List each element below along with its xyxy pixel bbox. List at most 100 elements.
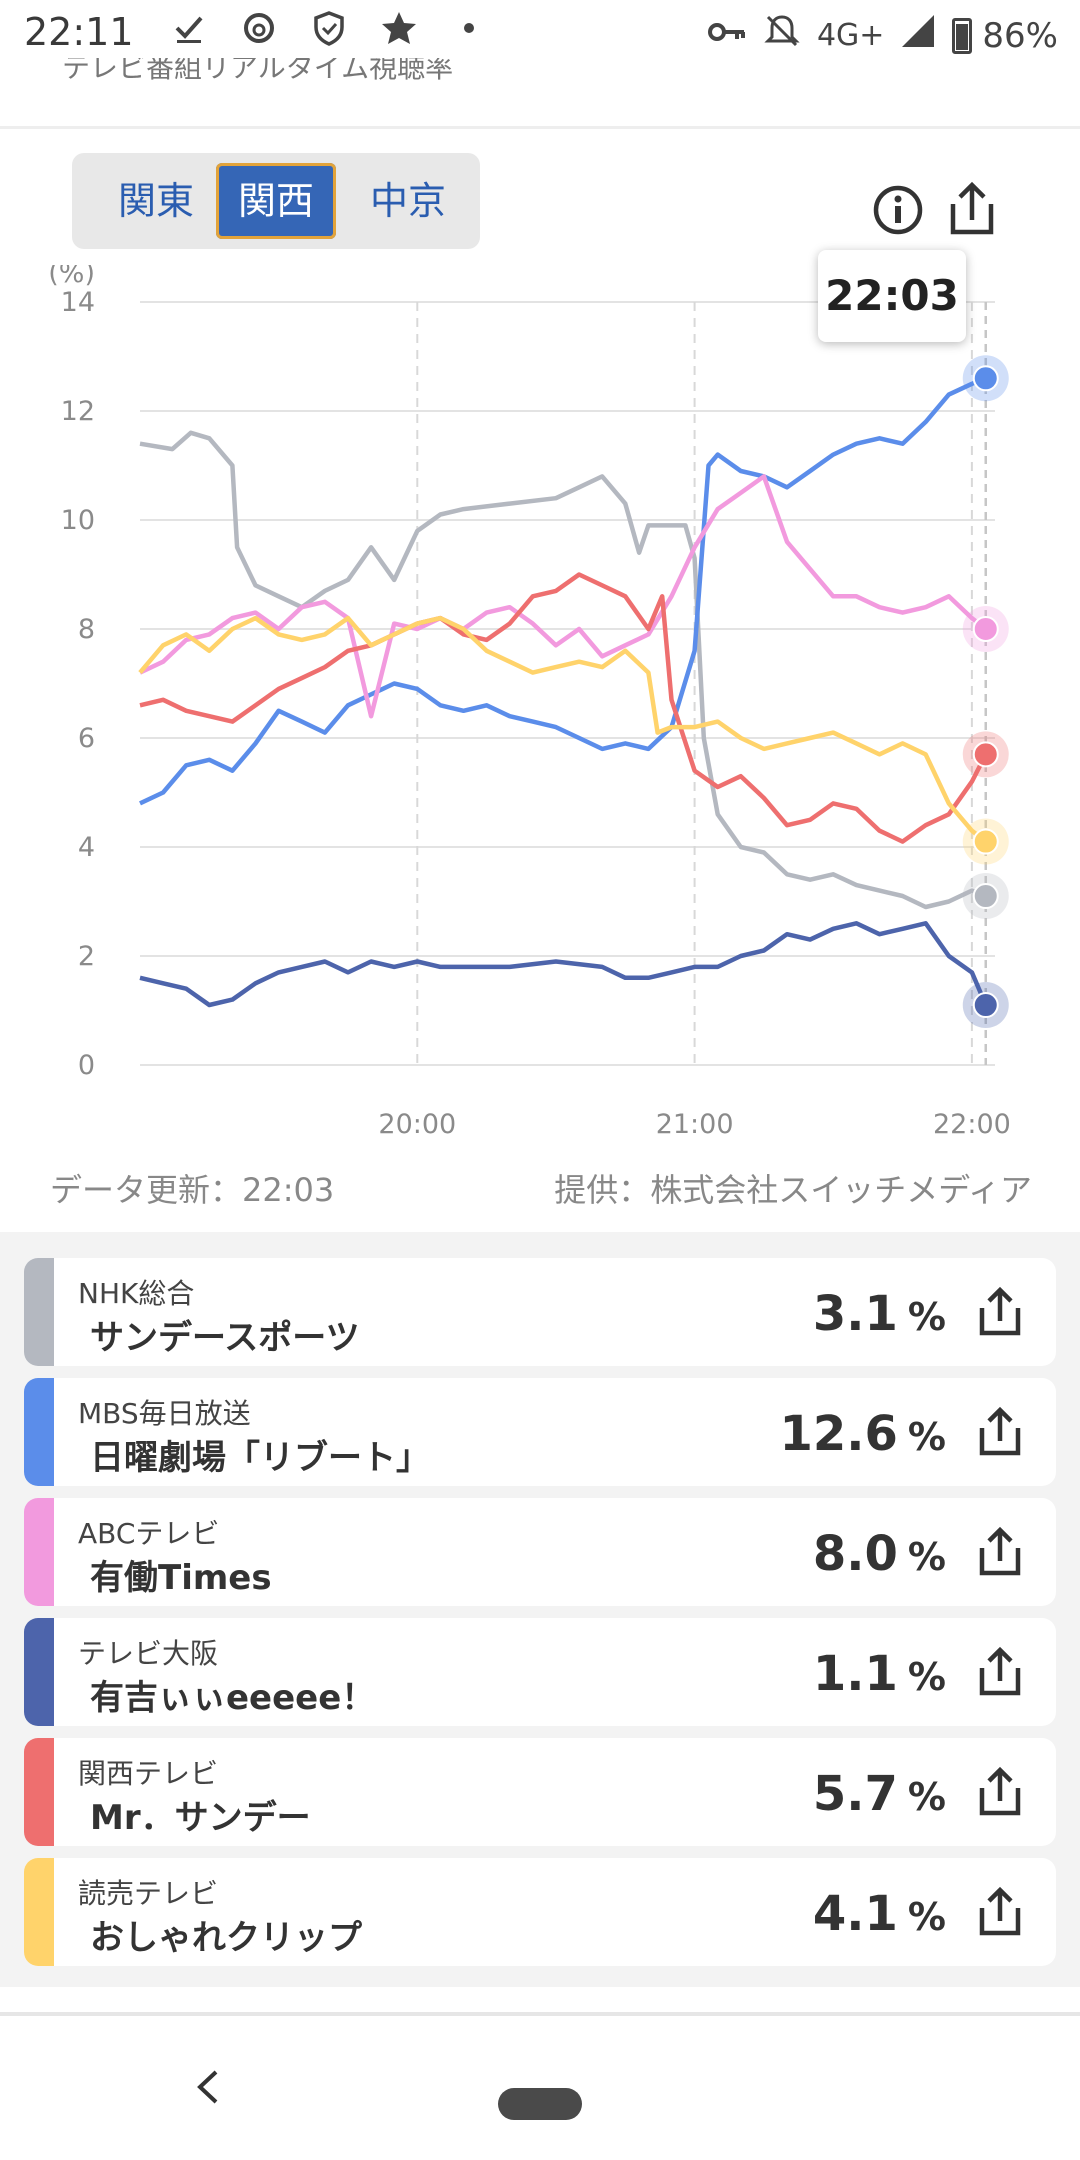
series-line-2 bbox=[139, 474, 988, 719]
rating-value: 1.1% bbox=[813, 1646, 946, 1702]
y-tick-label: 12 bbox=[61, 396, 95, 427]
channel-color-bar bbox=[24, 1258, 54, 1366]
share-icon[interactable] bbox=[974, 1286, 1026, 1340]
program-title: 有吉ぃぃeeeee！ bbox=[90, 1678, 376, 1718]
region-tab-kanto[interactable]: 関東 bbox=[117, 179, 194, 223]
program-title: Mr．サンデー bbox=[90, 1798, 311, 1838]
star-icon bbox=[375, 10, 423, 55]
share-icon[interactable] bbox=[943, 180, 1001, 240]
series-line-0 bbox=[139, 430, 987, 910]
home-pill[interactable] bbox=[498, 2088, 582, 2120]
header-divider bbox=[0, 126, 1080, 129]
region-tab-kansai[interactable]: 関西 bbox=[216, 163, 336, 239]
rating-card[interactable]: 読売テレビおしゃれクリップ 4.1% bbox=[24, 1858, 1056, 1966]
rating-unit: % bbox=[907, 1655, 946, 1699]
share-icon[interactable] bbox=[974, 1646, 1026, 1700]
share-icon[interactable] bbox=[974, 1526, 1026, 1580]
series-marker-3 bbox=[972, 992, 999, 1019]
notifications-off-icon bbox=[763, 12, 801, 59]
rating-unit: % bbox=[907, 1535, 946, 1579]
rating-card[interactable]: MBS毎日放送日曜劇場「リブート」 12.6% bbox=[24, 1378, 1056, 1486]
series-line-1 bbox=[139, 376, 987, 806]
rating-card[interactable]: ABCテレビ有働Times 8.0% bbox=[24, 1498, 1056, 1606]
rating-unit: % bbox=[907, 1295, 946, 1339]
system-status: 4G+ 86% bbox=[707, 12, 1058, 59]
channel-color-bar bbox=[24, 1378, 54, 1486]
share-icon[interactable] bbox=[974, 1406, 1026, 1460]
x-tick-label: 20:00 bbox=[378, 1109, 456, 1140]
channel-name: 関西テレビ bbox=[78, 1757, 219, 1790]
series-line-3 bbox=[139, 921, 988, 1008]
channel-name: テレビ大阪 bbox=[78, 1637, 219, 1670]
program-title: サンデースポーツ bbox=[90, 1318, 360, 1358]
rating-card[interactable]: 関西テレビ Mr．サンデー 5.7% bbox=[24, 1738, 1056, 1846]
ratings-chart[interactable]: 0 2 4 6 8 10 12 14 (%) 20:00 21:00 22:00 bbox=[0, 258, 1080, 1145]
navigation-bar bbox=[0, 2016, 1080, 2160]
channel-color-bar bbox=[24, 1738, 54, 1846]
share-icon[interactable] bbox=[974, 1766, 1026, 1820]
rating-number: 4.1 bbox=[812, 1886, 898, 1942]
rating-unit: % bbox=[907, 1895, 946, 1939]
y-tick-label: 4 bbox=[78, 832, 95, 863]
battery-icon bbox=[952, 17, 973, 54]
key-icon bbox=[707, 16, 747, 56]
rating-number: 1.1 bbox=[812, 1646, 898, 1702]
y-unit-label: (%) bbox=[48, 265, 95, 289]
notification-icons bbox=[165, 10, 493, 55]
rating-number: 3.1 bbox=[812, 1286, 898, 1342]
status-time: 22:11 bbox=[24, 10, 134, 54]
channel-name: ABCテレビ bbox=[78, 1517, 220, 1550]
channel-name: NHK総合 bbox=[78, 1277, 195, 1310]
x-tick-label: 22:00 bbox=[933, 1109, 1011, 1140]
shield-icon bbox=[305, 10, 353, 55]
rating-value: 5.7% bbox=[813, 1766, 946, 1822]
y-tick-label: 0 bbox=[78, 1050, 95, 1081]
chart-tooltip: 22:03 bbox=[818, 250, 966, 342]
channel-color-bar bbox=[24, 1858, 54, 1966]
program-title: おしゃれクリップ bbox=[90, 1918, 362, 1958]
rating-unit: % bbox=[907, 1775, 946, 1819]
region-tab-chukyo[interactable]: 中京 bbox=[369, 179, 446, 223]
program-title: 日曜劇場「リブート」 bbox=[90, 1438, 430, 1478]
y-tick-label: 6 bbox=[78, 723, 95, 754]
rating-number: 8.0 bbox=[812, 1526, 898, 1582]
network-type: 4G+ bbox=[816, 18, 885, 53]
y-tick-label: 10 bbox=[61, 505, 95, 536]
threads-icon bbox=[235, 10, 283, 55]
rating-value: 8.0% bbox=[813, 1526, 946, 1582]
signal-icon bbox=[900, 13, 936, 58]
channel-name: 読売テレビ bbox=[78, 1877, 219, 1910]
y-tick-label: 14 bbox=[61, 287, 95, 318]
series-line-5 bbox=[138, 615, 988, 844]
series-marker-5 bbox=[972, 828, 999, 855]
rating-value: 4.1% bbox=[813, 1886, 946, 1942]
rating-number: 12.6 bbox=[779, 1406, 898, 1462]
rating-card[interactable]: NHK総合サンデースポーツ 3.1% bbox=[24, 1258, 1056, 1366]
channel-name: MBS毎日放送 bbox=[78, 1397, 251, 1430]
series-marker-2 bbox=[972, 616, 999, 642]
program-title: 有働Times bbox=[90, 1558, 272, 1598]
y-tick-label: 2 bbox=[78, 941, 95, 972]
rating-value: 12.6% bbox=[779, 1406, 946, 1462]
rating-number: 5.7 bbox=[812, 1766, 898, 1822]
rating-unit: % bbox=[907, 1415, 946, 1459]
series-marker-4 bbox=[972, 741, 999, 768]
share-icon[interactable] bbox=[974, 1886, 1026, 1940]
series-line-4 bbox=[139, 572, 988, 844]
x-tick-label: 21:00 bbox=[656, 1109, 734, 1140]
back-icon[interactable] bbox=[190, 2066, 226, 2108]
data-provider: 提供：株式会社スイッチメディア bbox=[554, 1171, 1032, 1209]
series-marker-0 bbox=[972, 883, 999, 910]
page-title: テレビ番組リアルタイム視聴率 bbox=[62, 58, 454, 84]
rating-value: 3.1% bbox=[813, 1286, 946, 1342]
data-updated: データ更新：22:03 bbox=[50, 1171, 335, 1209]
dot-icon bbox=[445, 10, 493, 55]
bottom-divider bbox=[0, 2012, 1080, 2016]
y-tick-label: 8 bbox=[78, 614, 95, 645]
download-done-icon bbox=[165, 10, 213, 55]
info-icon[interactable] bbox=[870, 182, 926, 238]
channel-color-bar bbox=[24, 1618, 54, 1726]
channel-color-bar bbox=[24, 1498, 54, 1606]
rating-card[interactable]: テレビ大阪有吉ぃぃeeeee！ 1.1% bbox=[24, 1618, 1056, 1726]
series-marker-1 bbox=[972, 365, 999, 392]
